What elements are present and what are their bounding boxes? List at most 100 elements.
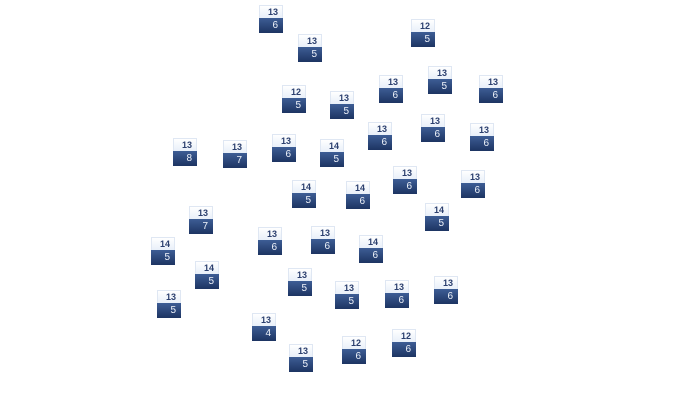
tile-bottom-value: 5 [330,104,354,119]
tile-top-value: 12 [282,85,306,98]
tile-top-value: 14 [151,237,175,250]
tile[interactable]: 13 7 [189,206,213,234]
tile-bottom-value: 6 [342,349,366,364]
tile-top-value: 14 [195,261,219,274]
tile[interactable]: 13 5 [289,344,313,372]
tile-top-value: 12 [392,329,416,342]
tile-bottom-value: 4 [252,326,276,341]
tile-top-value: 13 [272,134,296,147]
tile[interactable]: 13 5 [330,91,354,119]
tile-bottom-value: 5 [425,216,449,231]
tile-bottom-value: 5 [320,152,344,167]
tile[interactable]: 12 6 [342,336,366,364]
tile[interactable]: 13 7 [223,140,247,168]
tile[interactable]: 14 5 [320,139,344,167]
tile-top-value: 14 [292,180,316,193]
tile-bottom-value: 5 [288,281,312,296]
tile-top-value: 13 [289,344,313,357]
tile-top-value: 13 [157,290,181,303]
tile-bottom-value: 6 [385,293,409,308]
tile[interactable]: 12 5 [282,85,306,113]
tile-bottom-value: 6 [379,88,403,103]
tile-bottom-value: 5 [292,193,316,208]
tile[interactable]: 13 6 [272,134,296,162]
tile[interactable]: 14 5 [195,261,219,289]
tile-bottom-value: 7 [223,153,247,168]
tile-top-value: 13 [461,170,485,183]
tile-top-value: 13 [393,166,417,179]
tile-bottom-value: 6 [434,289,458,304]
tile[interactable]: 13 5 [298,34,322,62]
tile-top-value: 12 [411,19,435,32]
tile-top-value: 13 [434,276,458,289]
tile-bottom-value: 6 [272,147,296,162]
tile-top-value: 13 [379,75,403,88]
tile[interactable]: 14 5 [425,203,449,231]
tile-top-value: 13 [173,138,197,151]
tile-top-value: 14 [359,235,383,248]
tile-top-value: 13 [385,280,409,293]
tile[interactable]: 14 5 [292,180,316,208]
tile[interactable]: 14 6 [359,235,383,263]
tile-top-value: 13 [258,227,282,240]
tile-bottom-value: 6 [258,240,282,255]
tile[interactable]: 13 6 [258,227,282,255]
tile[interactable]: 13 5 [428,66,452,94]
tile[interactable]: 13 6 [479,75,503,103]
tile-top-value: 13 [288,268,312,281]
tile-bottom-value: 5 [335,294,359,309]
tile-bottom-value: 5 [298,47,322,62]
tile-bottom-value: 6 [392,342,416,357]
tile-bottom-value: 6 [259,18,283,33]
tile[interactable]: 13 6 [470,123,494,151]
tile[interactable]: 13 5 [335,281,359,309]
tile[interactable]: 12 5 [411,19,435,47]
tile-top-value: 12 [342,336,366,349]
tile-bottom-value: 5 [195,274,219,289]
tile-top-value: 13 [311,226,335,239]
tile[interactable]: 13 6 [393,166,417,194]
tile[interactable]: 13 8 [173,138,197,166]
tile[interactable]: 13 6 [421,114,445,142]
tile[interactable]: 12 6 [392,329,416,357]
tile-top-value: 13 [335,281,359,294]
tile-top-value: 13 [428,66,452,79]
tile[interactable]: 13 6 [368,122,392,150]
tile-bottom-value: 5 [411,32,435,47]
tile-bottom-value: 5 [428,79,452,94]
tile-top-value: 14 [346,181,370,194]
tile-top-value: 13 [259,5,283,18]
tile-bottom-value: 6 [479,88,503,103]
tile-bottom-value: 6 [311,239,335,254]
tile[interactable]: 13 5 [288,268,312,296]
tile-top-value: 13 [368,122,392,135]
tile-bottom-value: 6 [470,136,494,151]
tile-bottom-value: 5 [151,250,175,265]
tile-top-value: 13 [189,206,213,219]
tile-top-value: 13 [421,114,445,127]
tile[interactable]: 13 6 [461,170,485,198]
tile-top-value: 13 [252,313,276,326]
tile-bottom-value: 8 [173,151,197,166]
tile[interactable]: 14 5 [151,237,175,265]
tile-top-value: 13 [223,140,247,153]
tile[interactable]: 13 6 [259,5,283,33]
tile[interactable]: 13 6 [385,280,409,308]
tile-bottom-value: 6 [368,135,392,150]
tile[interactable]: 13 4 [252,313,276,341]
tile[interactable]: 13 6 [379,75,403,103]
tile-top-value: 13 [298,34,322,47]
tile[interactable]: 14 6 [346,181,370,209]
tile-bottom-value: 6 [346,194,370,209]
tile-bottom-value: 6 [461,183,485,198]
tile-bottom-value: 5 [282,98,306,113]
tile[interactable]: 13 6 [311,226,335,254]
tile-bottom-value: 6 [359,248,383,263]
tile[interactable]: 13 6 [434,276,458,304]
tile-bottom-value: 6 [393,179,417,194]
tile-bottom-value: 5 [289,357,313,372]
tile[interactable]: 13 5 [157,290,181,318]
tile-bottom-value: 5 [157,303,181,318]
tile-top-value: 13 [470,123,494,136]
tile-top-value: 13 [479,75,503,88]
